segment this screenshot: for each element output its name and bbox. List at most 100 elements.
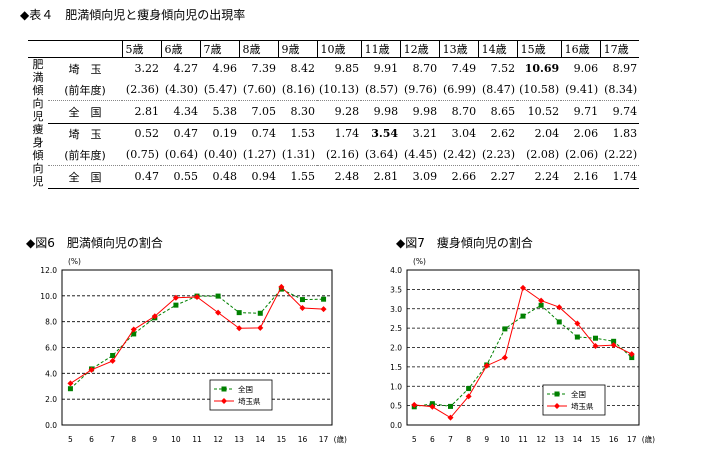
table-cell: 9.71 xyxy=(561,100,601,124)
x-tick-label: 16 xyxy=(298,435,308,444)
x-tick-label: 14 xyxy=(256,435,266,444)
data-point xyxy=(215,309,222,316)
x-tick-label: 12 xyxy=(536,435,546,444)
obesity-line-chart: 0.0 2.0 4.0 6.0 8.0 10.0 12.0 5 6 7 8 9 10 11 12 13 14 15… xyxy=(40,257,347,444)
table-header-age: 5歳 xyxy=(121,40,161,58)
table-cell: 3.09 xyxy=(400,165,440,189)
table-cell: 5.38 xyxy=(200,100,239,124)
x-tick-label: 16 xyxy=(609,435,619,444)
thinness-line-chart: 0.0 0.5 1.0 1.5 2.0 2.5 3.0 3.5 4.0 5 6 7 8 9 10 11 12 13… xyxy=(390,257,655,444)
x-tick-label: 6 xyxy=(430,435,435,444)
table-cell: 4.34 xyxy=(161,100,200,124)
table-header-age: 16歳 xyxy=(560,40,601,58)
table-cell: (1.27) xyxy=(239,144,278,167)
data-point xyxy=(556,319,562,325)
data-point xyxy=(538,297,545,304)
table-cell: 4.96 xyxy=(212,62,238,76)
table-cell: 9.98 xyxy=(400,100,440,124)
y-tick-label: 3.5 xyxy=(390,285,402,294)
table-row-label: 全 国 xyxy=(48,100,122,124)
data-point xyxy=(592,342,599,349)
group-label-char: 満 xyxy=(32,71,44,84)
table-cell: 7.49 xyxy=(451,62,477,76)
legend-marker xyxy=(554,403,560,409)
table-cell: 2.81 xyxy=(361,165,401,189)
x-tick-label: 15 xyxy=(277,435,287,444)
data-point xyxy=(574,334,580,340)
table-header-age: 6歳 xyxy=(160,40,200,58)
data-point xyxy=(466,386,472,392)
legend-box xyxy=(542,384,606,416)
table-cell: 2.27 xyxy=(478,165,518,189)
y-tick-label: 2.5 xyxy=(390,324,402,333)
x-tick-label: 6 xyxy=(89,435,94,444)
x-tick-label: 14 xyxy=(573,435,583,444)
table-cell: 0.19 xyxy=(212,127,238,141)
table-cell: (10.58) xyxy=(517,79,562,102)
data-point xyxy=(448,403,453,409)
table-cell: (2.08) xyxy=(517,144,562,167)
table-cell: 1.74 xyxy=(600,165,640,189)
y-tick-label: 4.0 xyxy=(45,369,57,378)
table-header-age: 15歳 xyxy=(516,40,562,58)
group-label-char: 身 xyxy=(32,136,44,149)
x-tick-label: 10 xyxy=(171,435,181,444)
data-point xyxy=(520,313,526,319)
obesity-thinness-table: 5歳 6歳 7歳 8歳 9歳 10歳 11歳 12歳 13歳 14歳 15歳 16歳 17歳肥満傾向児埼… xyxy=(28,40,640,189)
x-tick-label: 11 xyxy=(192,435,202,444)
x-tick-label: 10 xyxy=(500,435,510,444)
table-header-age: 9歳 xyxy=(277,40,317,58)
table-cell: 1.55 xyxy=(278,165,317,189)
table-cell: (3.64) xyxy=(361,144,401,167)
table-cell: (1.31) xyxy=(278,144,317,167)
table-cell: 9.91 xyxy=(373,62,399,76)
legend-marker xyxy=(221,386,227,392)
data-point xyxy=(299,297,305,303)
table-cell: (9.76) xyxy=(400,79,440,102)
chart2-title: ◆図7 痩身傾向児の割合 xyxy=(396,236,533,250)
table-cell: (5.47) xyxy=(200,79,239,102)
table-cell: (8.16) xyxy=(278,79,317,102)
table-cell: 0.47 xyxy=(122,165,161,189)
table-header-age: 8歳 xyxy=(238,40,278,58)
x-tick-label: 9 xyxy=(484,435,489,444)
group-label-char: 児 xyxy=(32,110,44,123)
data-point xyxy=(194,293,200,300)
x-tick-label: 8 xyxy=(466,435,471,444)
table-cell: 3.22 xyxy=(134,62,160,76)
table-cell: 10.69 xyxy=(524,62,560,76)
table-header-age: 17歳 xyxy=(599,40,640,58)
y-tick-label: 8.0 xyxy=(45,318,57,327)
x-tick-label: 7 xyxy=(110,435,115,444)
data-point xyxy=(67,380,74,387)
data-point xyxy=(88,366,95,373)
data-point xyxy=(593,335,598,341)
table-cell: 0.55 xyxy=(161,165,200,189)
table-cell: (10.13) xyxy=(317,79,362,102)
table-header-age: 12歳 xyxy=(399,40,440,58)
group-label-char: 向 xyxy=(32,162,44,175)
table-cell: 2.24 xyxy=(517,165,562,189)
x-tick-label: 12 xyxy=(213,435,223,444)
y-tick-label: 2.0 xyxy=(390,344,402,353)
y-axis-label: (%) xyxy=(413,257,426,266)
table-cell: 3.54 xyxy=(371,127,399,141)
table-cell: 7.52 xyxy=(490,62,516,76)
x-axis-label: (歳) xyxy=(334,434,347,444)
y-tick-label: 1.5 xyxy=(390,363,402,372)
x-tick-label: 15 xyxy=(591,435,601,444)
group-label-char: 向 xyxy=(32,97,44,110)
data-point xyxy=(520,284,526,291)
table-cell: (0.64) xyxy=(161,144,200,167)
table-cell: (0.40) xyxy=(200,144,239,167)
y-tick-label: 0.0 xyxy=(45,421,57,430)
table-cell: (2.22) xyxy=(600,144,640,167)
data-point xyxy=(411,401,418,408)
table-cell: 0.48 xyxy=(200,165,239,189)
data-point xyxy=(611,338,617,344)
legend-label: 全国 xyxy=(238,384,253,394)
data-point xyxy=(236,310,242,316)
data-point xyxy=(447,414,454,421)
table-header-age: 14歳 xyxy=(477,40,518,58)
y-tick-label: 3.0 xyxy=(390,305,402,314)
